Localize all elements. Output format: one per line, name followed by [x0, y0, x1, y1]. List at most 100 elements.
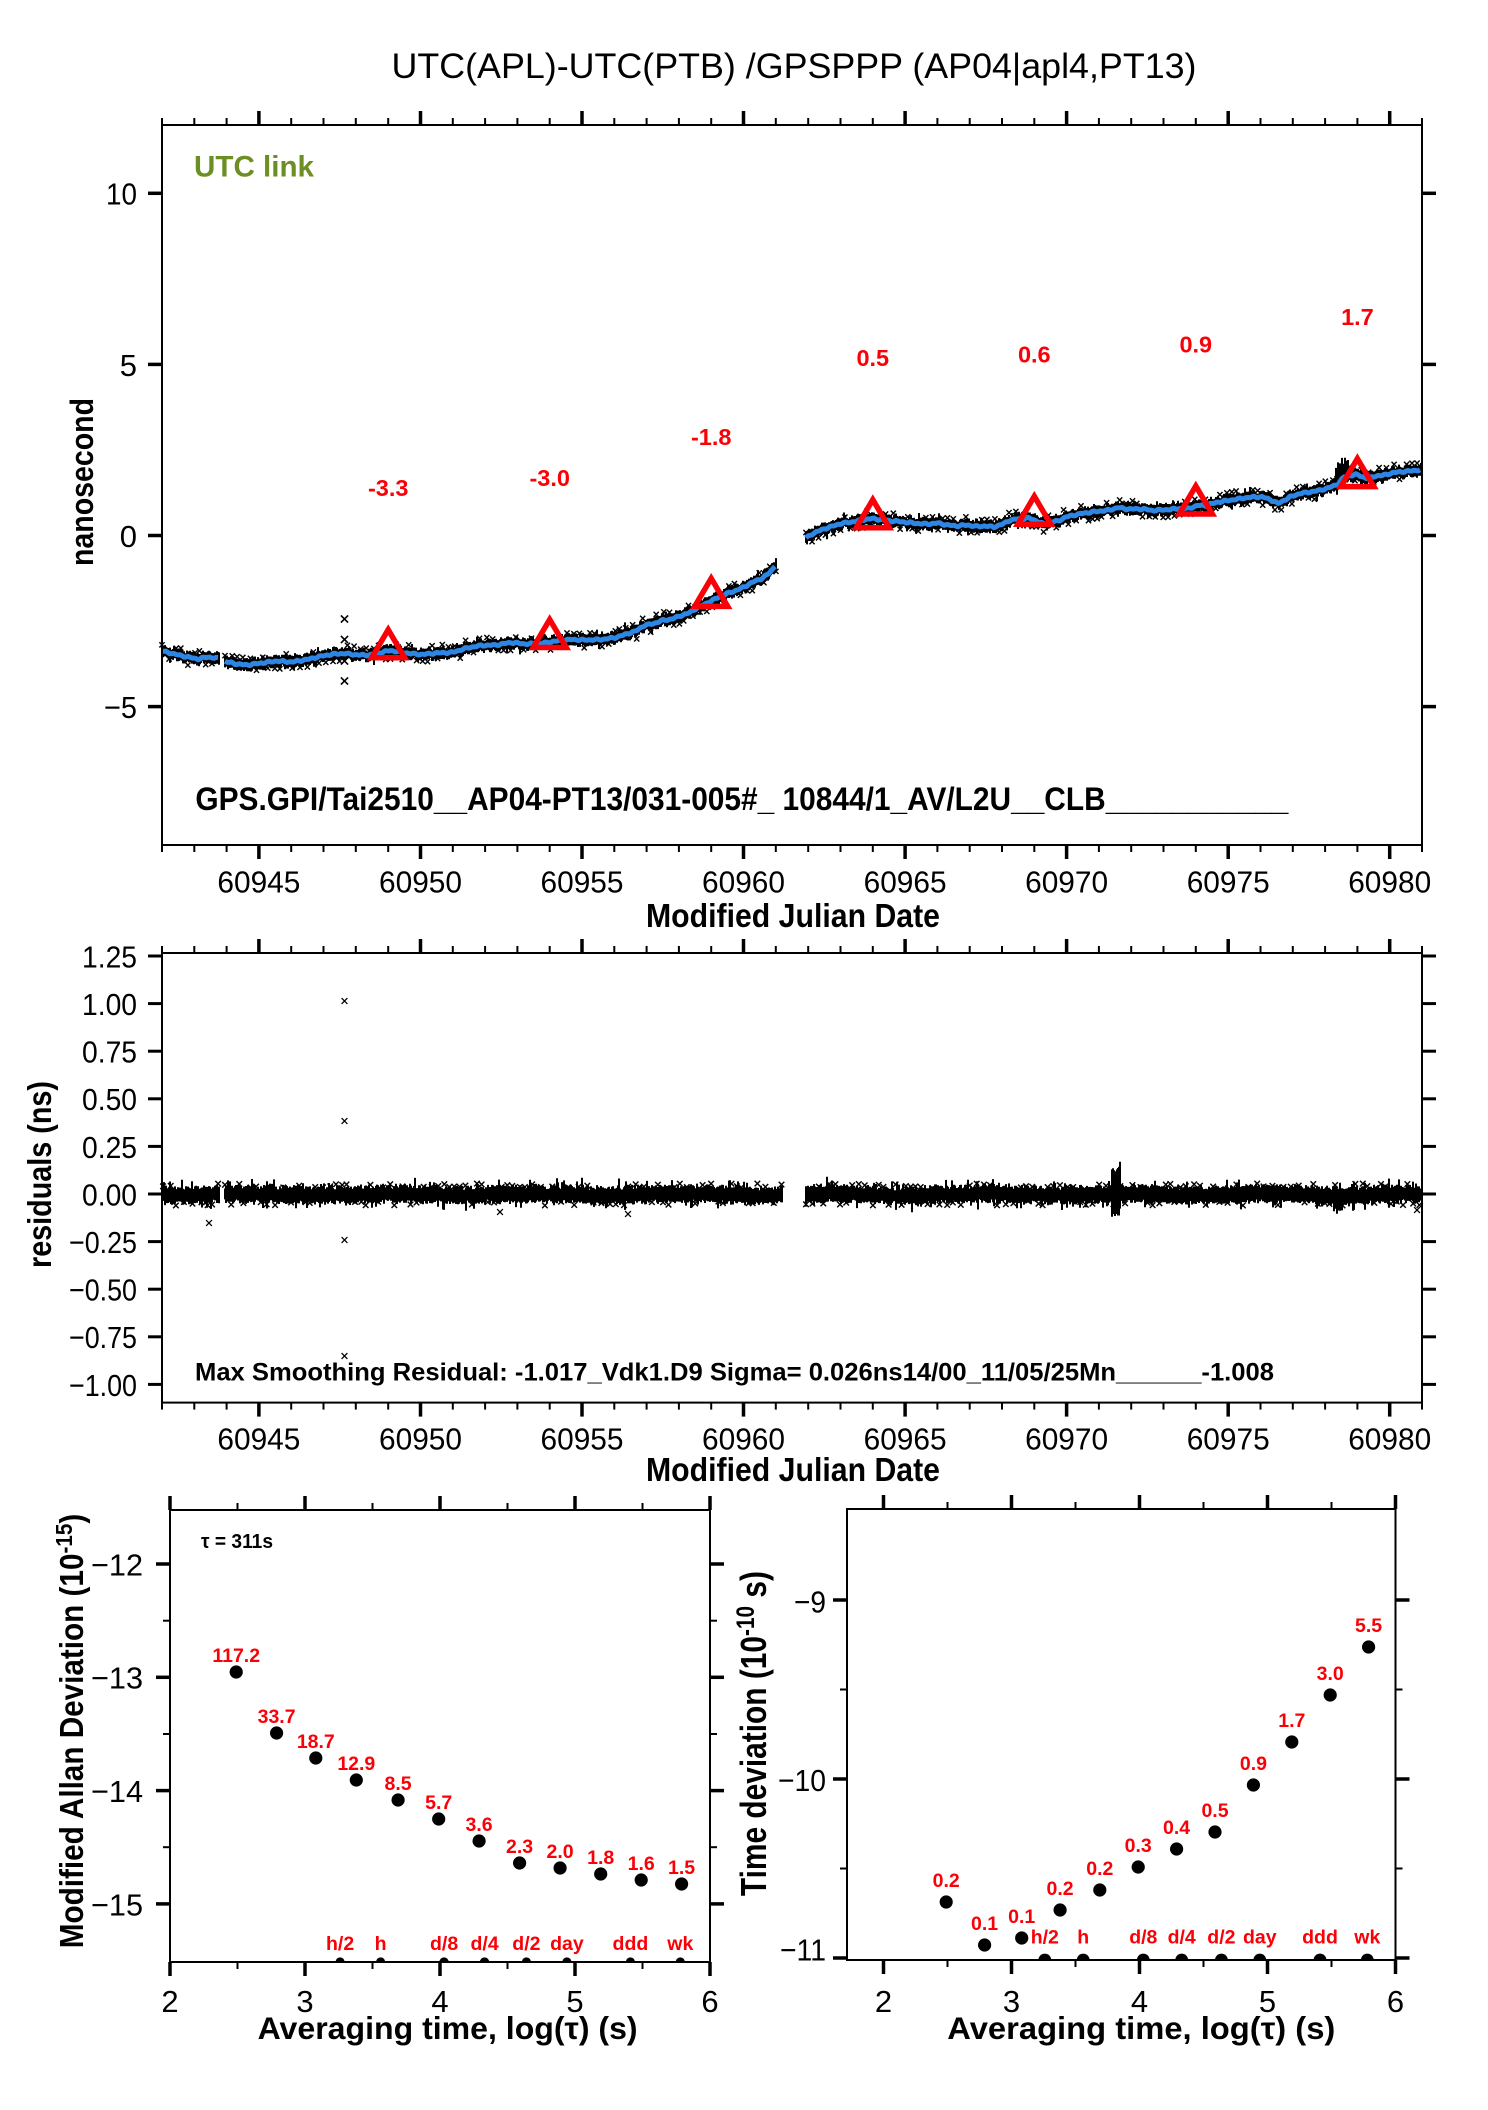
svg-text:−9: −9 — [794, 1584, 826, 1619]
svg-text:−12: −12 — [91, 1547, 143, 1582]
svg-text:60965: 60965 — [864, 865, 947, 900]
svg-text:0.2: 0.2 — [1047, 1878, 1074, 1900]
svg-text:60975: 60975 — [1187, 1422, 1270, 1457]
svg-text:Modified Allan Deviation (10-1: Modified Allan Deviation (10-15) — [51, 1514, 90, 1949]
svg-text:Averaging time, log(τ) (s): Averaging time, log(τ) (s) — [258, 2010, 638, 2046]
svg-text:8.5: 8.5 — [385, 1773, 412, 1795]
svg-text:6: 6 — [1387, 1984, 1404, 2019]
svg-text:1.7: 1.7 — [1278, 1710, 1305, 1732]
svg-text:0.00: 0.00 — [82, 1177, 137, 1212]
svg-text:60980: 60980 — [1348, 1422, 1431, 1457]
svg-text:2.3: 2.3 — [506, 1836, 533, 1858]
svg-text:0.75: 0.75 — [82, 1035, 137, 1070]
svg-text:Max Smoothing Residual: -1.017: Max Smoothing Residual: -1.017_Vdk1.D9 S… — [195, 1359, 1274, 1387]
svg-text:60980: 60980 — [1348, 865, 1431, 900]
svg-text:−0.75: −0.75 — [69, 1320, 137, 1355]
svg-text:60955: 60955 — [541, 1422, 624, 1457]
svg-text:2: 2 — [161, 1984, 178, 2019]
svg-text:0.50: 0.50 — [82, 1082, 137, 1117]
svg-text:residuals (ns): residuals (ns) — [21, 1081, 58, 1268]
svg-text:0.9: 0.9 — [1240, 1753, 1267, 1775]
svg-text:0.6: 0.6 — [1018, 342, 1051, 368]
svg-text:5: 5 — [1259, 1984, 1276, 2019]
svg-text:18.7: 18.7 — [297, 1731, 335, 1753]
svg-text:−13: −13 — [91, 1661, 143, 1696]
svg-text:h/2: h/2 — [1031, 1927, 1059, 1949]
svg-text:0.5: 0.5 — [1201, 1800, 1228, 1822]
svg-text:60960: 60960 — [702, 865, 785, 900]
svg-text:2.0: 2.0 — [547, 1841, 574, 1863]
svg-text:0.9: 0.9 — [1179, 331, 1212, 357]
svg-text:−15: −15 — [91, 1887, 143, 1922]
svg-text:ddd: ddd — [613, 1933, 649, 1955]
svg-text:−5: −5 — [104, 690, 137, 725]
svg-text:UTC(APL)-UTC(PTB) /GPSPPP (A: UTC(APL)-UTC(PTB) /GPSPPP (AP04|apl4,PT1… — [392, 47, 1197, 86]
svg-text:0.5: 0.5 — [856, 345, 889, 371]
svg-text:1.6: 1.6 — [628, 1853, 655, 1875]
svg-text:12.9: 12.9 — [337, 1753, 375, 1775]
svg-text:0.2: 0.2 — [933, 1870, 960, 1892]
svg-text:60945: 60945 — [217, 1422, 300, 1457]
svg-text:−10: −10 — [778, 1763, 826, 1798]
svg-text:nanosecond: nanosecond — [64, 398, 100, 566]
svg-text:60950: 60950 — [379, 1422, 462, 1457]
svg-text:h: h — [1077, 1927, 1089, 1949]
svg-text:60950: 60950 — [379, 865, 462, 900]
svg-text:-3.3: -3.3 — [368, 475, 409, 501]
svg-text:60975: 60975 — [1187, 865, 1270, 900]
svg-text:1.5: 1.5 — [668, 1857, 695, 1879]
svg-text:Modified Julian Date: Modified Julian Date — [646, 897, 940, 934]
svg-text:5: 5 — [566, 1984, 583, 2019]
svg-text:60970: 60970 — [1025, 1422, 1108, 1457]
svg-text:−0.50: −0.50 — [69, 1273, 137, 1308]
svg-text:d/8: d/8 — [1129, 1927, 1157, 1949]
svg-text:33.7: 33.7 — [258, 1706, 296, 1728]
svg-text:−11: −11 — [780, 1932, 826, 1967]
svg-text:d/2: d/2 — [1207, 1927, 1235, 1949]
svg-text:60960: 60960 — [702, 1422, 785, 1457]
svg-text:day: day — [550, 1933, 584, 1955]
svg-text:d/8: d/8 — [430, 1933, 458, 1955]
svg-text:3: 3 — [296, 1984, 313, 2019]
svg-text:60945: 60945 — [217, 865, 300, 900]
svg-text:1.7: 1.7 — [1341, 304, 1374, 330]
svg-text:wk: wk — [1353, 1927, 1380, 1949]
svg-text:0.2: 0.2 — [1086, 1858, 1113, 1880]
svg-text:3.6: 3.6 — [466, 1814, 493, 1836]
svg-text:0.1: 0.1 — [1008, 1906, 1035, 1928]
svg-text:1.00: 1.00 — [82, 987, 137, 1022]
svg-text:0.25: 0.25 — [82, 1130, 137, 1165]
svg-text:0.3: 0.3 — [1125, 1835, 1152, 1857]
svg-text:-1.8: -1.8 — [691, 424, 732, 450]
svg-text:-3.0: -3.0 — [529, 465, 570, 491]
svg-text:6: 6 — [701, 1984, 718, 2019]
svg-text:h/2: h/2 — [326, 1933, 354, 1955]
svg-text:0.4: 0.4 — [1163, 1817, 1190, 1839]
svg-text:60955: 60955 — [541, 865, 624, 900]
svg-text:d/4: d/4 — [1168, 1927, 1196, 1949]
svg-text:d/2: d/2 — [512, 1933, 540, 1955]
svg-text:1.25: 1.25 — [82, 939, 137, 974]
svg-text:GPS.GPI/Tai2510__AP04-PT13/031: GPS.GPI/Tai2510__AP04-PT13/031-005#_ 108… — [195, 781, 1289, 817]
svg-text:3: 3 — [1003, 1984, 1020, 2019]
svg-text:1.8: 1.8 — [587, 1847, 614, 1869]
svg-text:3.0: 3.0 — [1317, 1663, 1344, 1685]
svg-text:ddd: ddd — [1302, 1927, 1338, 1949]
svg-text:60970: 60970 — [1025, 865, 1108, 900]
svg-text:−14: −14 — [91, 1774, 143, 1809]
svg-text:τ = 311s: τ = 311s — [201, 1531, 273, 1553]
svg-text:10: 10 — [106, 177, 137, 212]
svg-text:−1.00: −1.00 — [69, 1368, 137, 1403]
svg-text:Averaging time, log(τ) (s): Averaging time, log(τ) (s) — [947, 2010, 1335, 2046]
svg-text:4: 4 — [431, 1984, 448, 2019]
svg-text:h: h — [375, 1933, 387, 1955]
svg-text:Modified Julian Date: Modified Julian Date — [646, 1451, 940, 1488]
svg-text:−0.25: −0.25 — [69, 1225, 137, 1260]
svg-text:2: 2 — [875, 1984, 892, 2019]
svg-text:0.1: 0.1 — [971, 1913, 998, 1935]
svg-text:5.7: 5.7 — [425, 1792, 452, 1814]
svg-text:UTC link: UTC link — [194, 150, 315, 183]
svg-text:d/4: d/4 — [471, 1933, 499, 1955]
svg-text:day: day — [1243, 1927, 1277, 1949]
svg-text:4: 4 — [1131, 1984, 1148, 2019]
